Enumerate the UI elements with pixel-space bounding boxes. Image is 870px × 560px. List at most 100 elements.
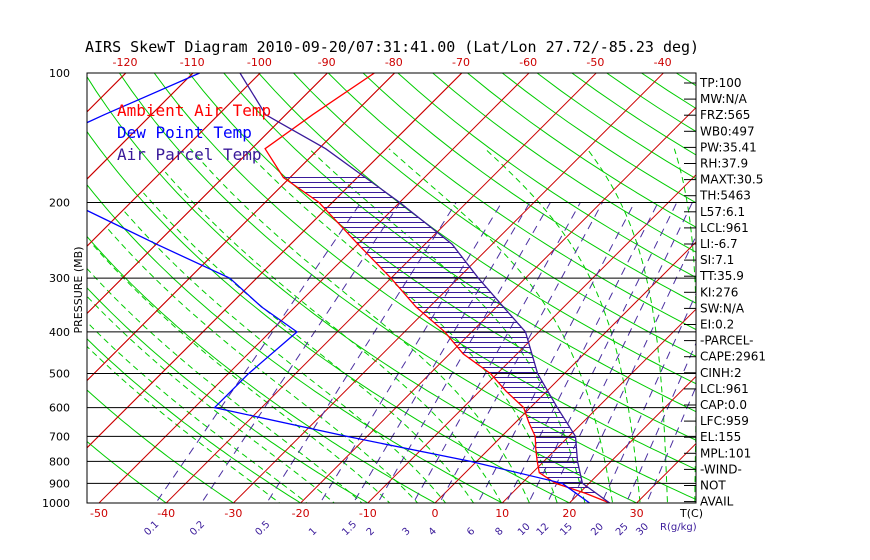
- index-item: NOT: [700, 479, 726, 493]
- index-item: FRZ:565: [700, 108, 750, 122]
- isotherm-line: [165, 73, 597, 503]
- top-temp-tick-label: -90: [318, 56, 336, 69]
- pressure-tick-label: 200: [49, 196, 70, 209]
- index-item: CAP:0.0: [700, 398, 747, 412]
- top-temp-tick-label: -110: [180, 56, 205, 69]
- index-item: LCL:961: [700, 382, 749, 396]
- index-item: TH:5463: [699, 189, 751, 203]
- mixing-ratio-tick-label: 0.5: [253, 519, 272, 538]
- mixing-ratio-tick-label: 1: [307, 526, 319, 538]
- mixing-ratio-tick-label: 8: [493, 526, 505, 538]
- isotherm-line: [87, 73, 194, 180]
- mixing-ratio-unit-label: R(g/kg): [660, 522, 697, 533]
- index-item: KI:276: [700, 285, 738, 299]
- top-temp-tick-label: -120: [113, 56, 138, 69]
- pressure-tick-label: 400: [49, 326, 70, 339]
- index-item: LFC:959: [700, 414, 749, 428]
- index-item: -WIND-: [700, 462, 742, 476]
- mixing-ratio-line: [200, 202, 401, 503]
- mixing-ratio-line: [319, 202, 503, 503]
- parcel-temp-line: [239, 73, 611, 503]
- mixing-ratio-tick-label: 10: [516, 521, 533, 538]
- dry-adiabat-line: [153, 73, 696, 471]
- mixing-ratio-line: [625, 342, 696, 503]
- isotherm-line: [87, 73, 127, 113]
- isotherm-line: [0, 63, 1, 512]
- dry-adiabat-line: [87, 338, 302, 503]
- mixing-ratio-line: [477, 202, 635, 503]
- index-item: EI:0.2: [700, 318, 734, 332]
- isotherm-line: [501, 308, 696, 503]
- mixing-ratio-line: [377, 202, 551, 503]
- index-item: SI:7.1: [700, 253, 734, 267]
- top-temp-tick-label: -60: [519, 56, 537, 69]
- index-item: AVAIL: [700, 495, 734, 509]
- sounding-series: [87, 73, 611, 503]
- isotherm-line: [0, 63, 68, 512]
- pressure-tick-label: 100: [49, 67, 70, 80]
- mixing-ratio-line: [352, 202, 531, 503]
- y-axis-label: PRESSURE (MB): [72, 247, 85, 334]
- pressure-tick-label: 800: [49, 455, 70, 468]
- mixing-ratio-line: [646, 385, 696, 503]
- isotherm-line: [299, 106, 696, 503]
- pressure-tick-labels: 100 200 300 400 500 600 700 800 900 1000: [42, 67, 70, 510]
- pressure-tick-label: 500: [49, 368, 70, 381]
- mixing-ratio-tick-label: 30: [634, 521, 651, 538]
- ambient-temp-line: [264, 73, 610, 503]
- index-item: EL:155: [700, 430, 741, 444]
- dry-adiabat-line: [87, 75, 638, 503]
- mixing-ratio-tick-label: 4: [427, 526, 439, 538]
- chart-title: AIRS SkewT Diagram 2010-09-20/07:31:41.0…: [85, 38, 699, 56]
- top-temperature-tick-labels: -120 -110 -100 -90 -80 -70 -60 -50 -40: [113, 56, 672, 69]
- moist-adiabat-line: [164, 171, 503, 503]
- moist-adiabat-line: [87, 345, 281, 503]
- index-item: LI:-6.7: [700, 237, 738, 251]
- mixing-ratio-tick-label: 0.1: [142, 519, 161, 538]
- index-item: WB0:497: [700, 124, 755, 138]
- isotherm-line: [367, 174, 696, 503]
- top-temp-tick-label: -80: [385, 56, 403, 69]
- index-item: TP:100: [699, 76, 742, 90]
- index-item: MPL:101: [700, 446, 751, 460]
- index-item: LCL:961: [700, 221, 749, 235]
- mixing-ratio-tick-label: 1.5: [340, 519, 359, 538]
- dry-adiabat-line: [327, 73, 696, 331]
- indices-panel: TP:100 MW:N/A FRZ:565 WB0:497 PW:35.41 RH:37.…: [684, 76, 766, 509]
- bottom-temp-tick-label: -20: [292, 507, 310, 520]
- moist-adiabat-line: [91, 243, 391, 503]
- legend-dewpoint: Dew Point Temp: [117, 123, 252, 142]
- isotherm-line: [87, 73, 261, 247]
- mixing-ratio-tick-label: 0.2: [188, 519, 207, 538]
- top-temp-tick-label: -50: [586, 56, 604, 69]
- moist-adiabat-line: [143, 192, 475, 503]
- mixing-ratio-tick-labels: 0.1 0.2 0.5 1 1.5 2 3 4 6 8 10 12 15 20 25 30 R(g/kg): [142, 519, 696, 538]
- mixing-ratio-line: [438, 202, 603, 503]
- top-temp-tick-label: -70: [452, 56, 470, 69]
- bottom-temp-tick-label: -10: [359, 507, 377, 520]
- dry-adiabat-line: [87, 183, 504, 503]
- pressure-tick-label: 900: [49, 477, 70, 490]
- moist-adiabat-line: [673, 148, 696, 503]
- isotherm-line: [98, 73, 530, 503]
- isotherm-line: [87, 73, 127, 113]
- bottom-temp-tick-label: -50: [90, 507, 108, 520]
- pressure-tick-label: 600: [49, 402, 70, 415]
- dry-adiabat-line: [87, 440, 168, 503]
- dry-adiabat-line: [188, 73, 696, 441]
- mixing-ratio-tick-label: 6: [465, 526, 477, 538]
- mixing-ratio-line: [546, 202, 693, 503]
- mixing-ratio-line: [266, 202, 457, 503]
- isotherm-line: [87, 73, 329, 315]
- index-item: SW:N/A: [700, 301, 745, 315]
- top-temp-tick-label: -40: [654, 56, 672, 69]
- index-item: -PARCEL-: [700, 334, 754, 348]
- dry-adiabat-line: [87, 389, 235, 503]
- moist-adiabat-line: [586, 148, 668, 503]
- moist-adiabat-line: [87, 267, 363, 503]
- mixing-ratio-tick-label: 12: [535, 521, 552, 538]
- index-item: CAPE:2961: [700, 350, 766, 364]
- mixing-ratio-lines: [155, 202, 696, 503]
- index-item: TT:35.9: [699, 269, 744, 283]
